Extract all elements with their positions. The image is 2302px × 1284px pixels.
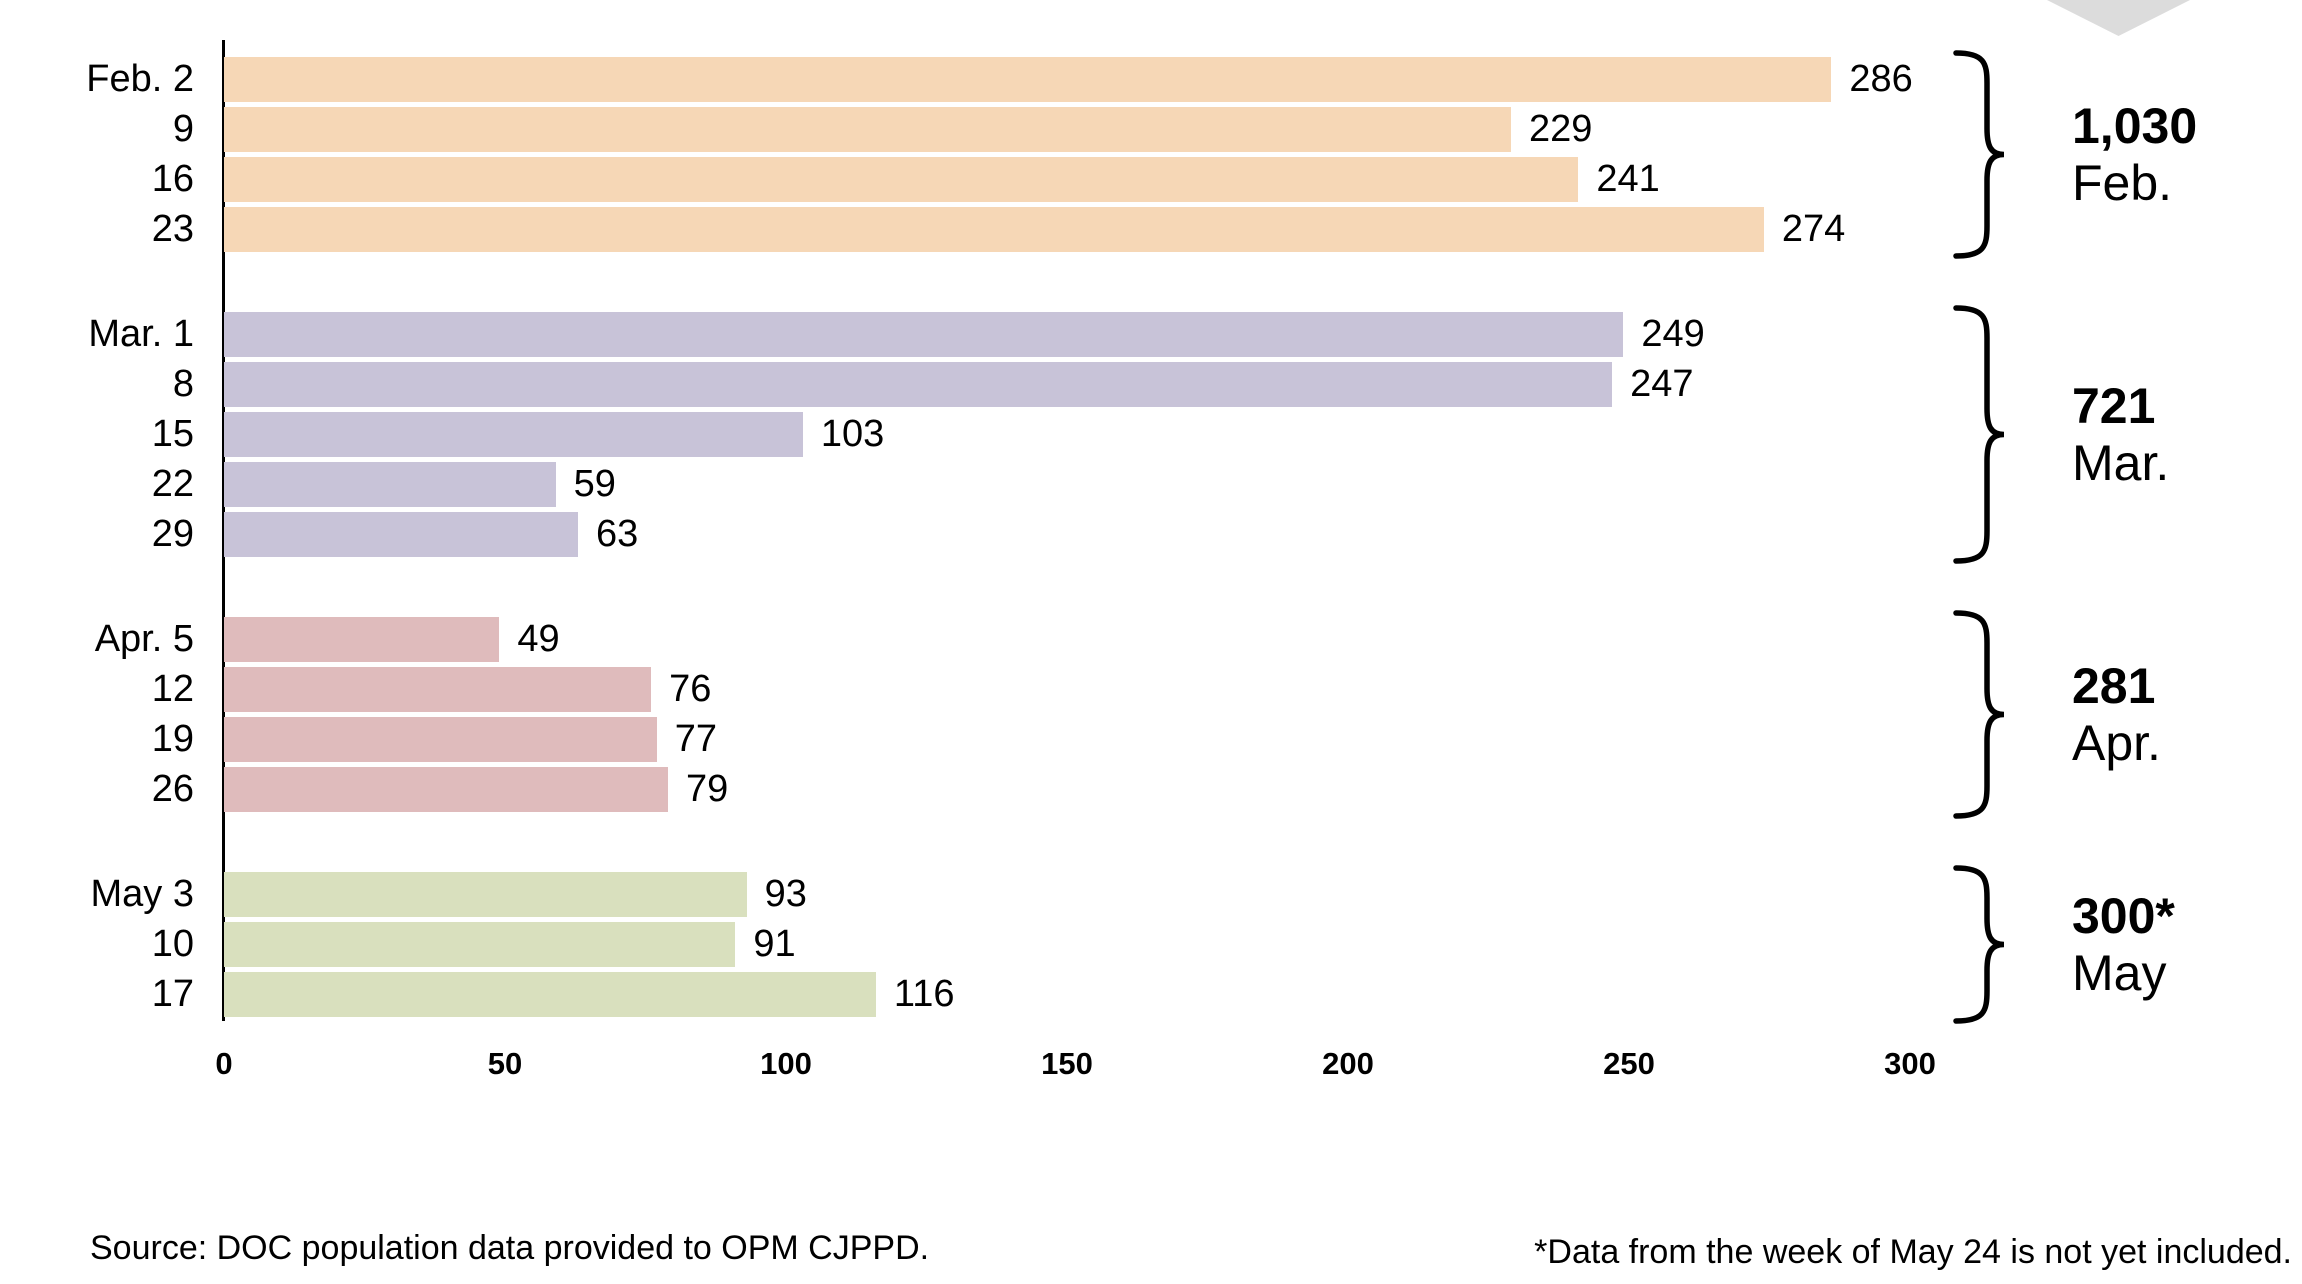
bar-value-label: 249 [1641,313,1705,355]
month-total-value: 281 [2072,657,2156,714]
bar-value-label: 49 [517,618,560,660]
x-axis-tick-label: 100 [760,1046,812,1081]
bar [224,157,1578,202]
category-label: Feb. 2 [86,58,194,100]
bar [224,312,1623,357]
bar-value-label: 103 [820,413,885,455]
month-group-brace [1953,610,2005,819]
bar [224,872,747,917]
category-label: 22 [151,463,194,505]
category-label: 23 [151,208,194,250]
month-total-label: Feb. [2072,154,2173,211]
month-total-label: May [2072,944,2167,1001]
month-total: 281 Apr. [2072,658,2302,772]
x-axis-tick-label: 250 [1603,1046,1655,1081]
x-axis-tick-label: 150 [1041,1046,1093,1081]
category-label: 26 [151,768,194,810]
bar [224,57,1831,102]
bar [224,922,735,967]
bar [224,412,803,457]
month-total: 1,030 Feb. [2072,98,2302,212]
month-total-value: 300* [2072,887,2175,944]
category-label: Apr. 5 [94,618,194,660]
month-total: 300* May [2072,888,2302,1002]
bar-value-label: 247 [1630,363,1694,405]
category-label: 19 [151,718,194,760]
bar-value-label: 77 [674,718,718,760]
bar-value-label: 286 [1849,58,1913,100]
bar [224,512,578,557]
bar-value-label: 59 [573,463,616,505]
bar [224,207,1764,252]
category-label: 10 [151,923,194,965]
category-label: Mar. 1 [88,313,194,355]
category-label: 12 [151,668,194,710]
bar-value-label: 93 [764,873,807,915]
month-total: 721 Mar. [2072,378,2302,492]
bar [224,362,1612,407]
x-axis-tick-label: 0 [215,1046,233,1081]
bar-value-label: 116 [893,973,955,1015]
x-axis-tick-label: 50 [487,1046,523,1081]
category-label: 17 [151,973,194,1015]
category-label: 9 [172,108,194,150]
y-axis-line [222,40,225,1021]
bar [224,462,556,507]
source-note: Source: DOC population data provided to … [90,1229,930,1267]
month-total-value: 1,030 [2072,97,2198,154]
bar [224,667,651,712]
bar-value-label: 63 [596,513,639,555]
x-axis-tick-label: 300 [1884,1046,1936,1081]
bar [224,972,876,1017]
month-total-label: Mar. [2072,434,2170,491]
asterisk-note: *Data from the week of May 24 is not yet… [1534,1233,2292,1271]
bar-value-label: 274 [1781,208,1846,250]
bar-value-label: 229 [1528,108,1593,150]
category-label: May 3 [90,873,194,915]
bar [224,617,499,662]
x-axis-tick-label: 200 [1322,1046,1374,1081]
month-group-brace [1953,865,2005,1024]
bar [224,767,668,812]
category-label: 8 [172,363,194,405]
category-label: 29 [151,513,194,555]
bar [224,107,1511,152]
month-group-brace [1953,305,2005,564]
month-group-brace [1953,50,2005,259]
bar-value-label: 241 [1596,158,1660,200]
bar [224,717,657,762]
month-total-value: 721 [2072,377,2156,434]
bar-value-label: 79 [685,768,729,810]
chevron-down-decoration-icon [2047,0,2190,36]
month-total-label: Apr. [2072,714,2161,771]
category-label: 16 [151,158,194,200]
category-label: 15 [151,413,194,455]
bar-value-label: 91 [753,923,796,965]
bar-value-label: 76 [669,668,712,710]
